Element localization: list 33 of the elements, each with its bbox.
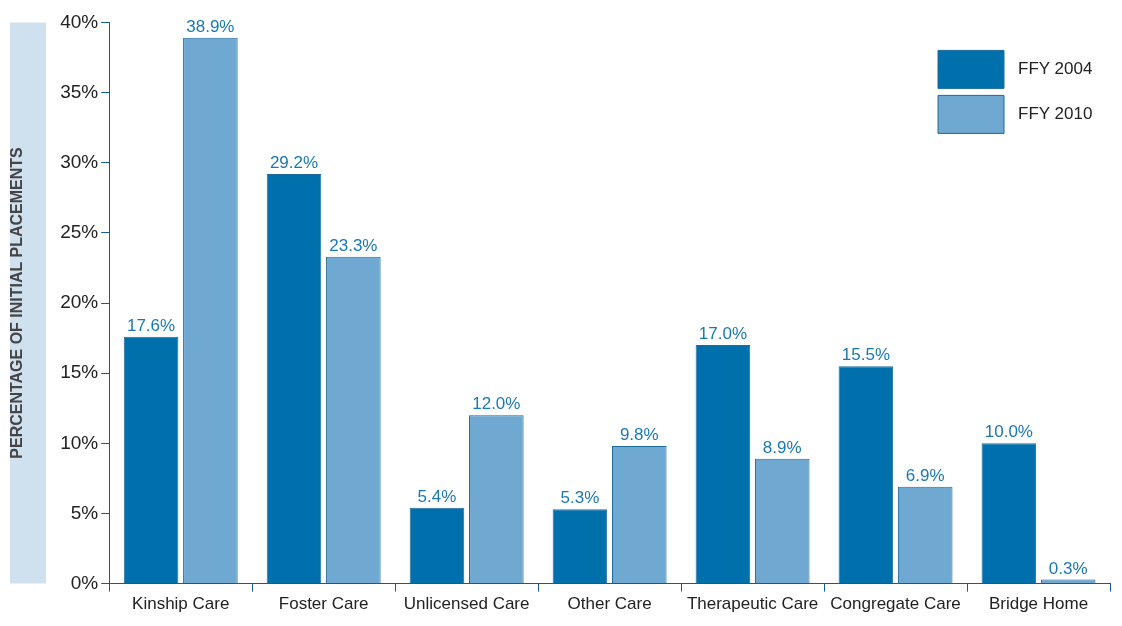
x-tick-label: Foster Care: [278, 594, 369, 614]
data-label: 15.5%: [841, 345, 890, 365]
data-label: 17.0%: [698, 324, 748, 344]
data-label: 12.0%: [472, 394, 521, 414]
data-label: 38.9%: [186, 17, 235, 37]
data-label: 17.6%: [126, 315, 176, 335]
y-tick-label: 40%: [60, 10, 99, 32]
x-tick-label: Other Care: [567, 594, 652, 614]
legend-label: FFY 2010: [1018, 104, 1093, 124]
y-tick-label: 0%: [70, 571, 99, 593]
data-label: 0.3%: [1048, 558, 1088, 578]
y-tick-label: 25%: [60, 221, 99, 243]
x-tick-label: Congregate Care: [830, 594, 961, 614]
y-tick-label: 30%: [60, 150, 99, 172]
data-label: 6.9%: [905, 465, 945, 485]
y-axis-title: PERCENTAGE OF INITIAL PLACEMENTS: [8, 146, 26, 459]
y-tick-label: 5%: [70, 501, 99, 523]
y-tick-label: 35%: [60, 80, 99, 102]
x-tick-label: Bridge Home: [988, 594, 1089, 614]
data-label: 5.3%: [560, 488, 600, 508]
data-label: 9.8%: [619, 425, 659, 445]
x-tick-label: Unlicensed Care: [403, 594, 530, 614]
data-label: 10.0%: [984, 422, 1033, 442]
data-label: 23.3%: [329, 235, 378, 255]
legend-label: FFY 2004: [1018, 59, 1093, 79]
x-tick-label: Therapeutic Care: [686, 594, 819, 614]
y-tick-label: 10%: [60, 431, 99, 453]
data-label: 8.9%: [762, 437, 802, 457]
y-tick-label: 20%: [60, 291, 99, 313]
data-label: 5.4%: [417, 487, 457, 507]
y-tick-label: 15%: [60, 361, 99, 383]
x-tick-label: Kinship Care: [132, 594, 230, 614]
data-label: 29.2%: [269, 153, 319, 173]
